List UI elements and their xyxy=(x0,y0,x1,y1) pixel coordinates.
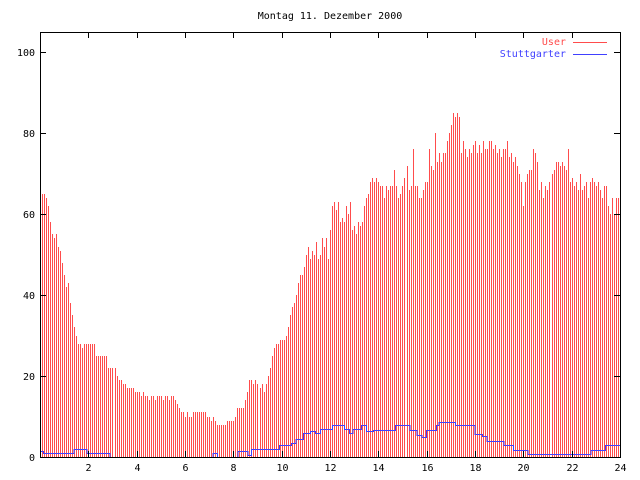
y-tick-label: 20 xyxy=(23,372,35,383)
legend: User Stuttgarter xyxy=(500,37,607,60)
stuttgarter-line xyxy=(40,422,620,458)
legend-label-user: User xyxy=(542,37,566,48)
stuttgarter-series xyxy=(40,422,620,458)
y-tick-label: 100 xyxy=(17,48,35,59)
x-tick-label: 14 xyxy=(372,463,384,474)
x-tick-label: 8 xyxy=(230,463,236,474)
x-tick-label: 4 xyxy=(134,463,140,474)
x-tick-label: 2 xyxy=(85,463,91,474)
x-tick-label: 22 xyxy=(566,463,578,474)
y-tick-label: 40 xyxy=(23,291,35,302)
x-tick-label: 12 xyxy=(324,463,336,474)
x-tick-label: 16 xyxy=(421,463,433,474)
y-tick-label: 60 xyxy=(23,210,35,221)
x-tick-label: 20 xyxy=(517,463,529,474)
y-tick-label: 80 xyxy=(23,129,35,140)
legend-label-stuttgarter: Stuttgarter xyxy=(500,49,566,60)
x-tick-label: 10 xyxy=(276,463,288,474)
y-tick-label: 0 xyxy=(29,453,35,464)
x-tick-label: 18 xyxy=(469,463,481,474)
user-series xyxy=(40,113,619,457)
x-tick-label: 6 xyxy=(182,463,188,474)
x-tick-label: 24 xyxy=(614,463,626,474)
chart-title: Montag 11. Dezember 2000 xyxy=(258,11,403,22)
